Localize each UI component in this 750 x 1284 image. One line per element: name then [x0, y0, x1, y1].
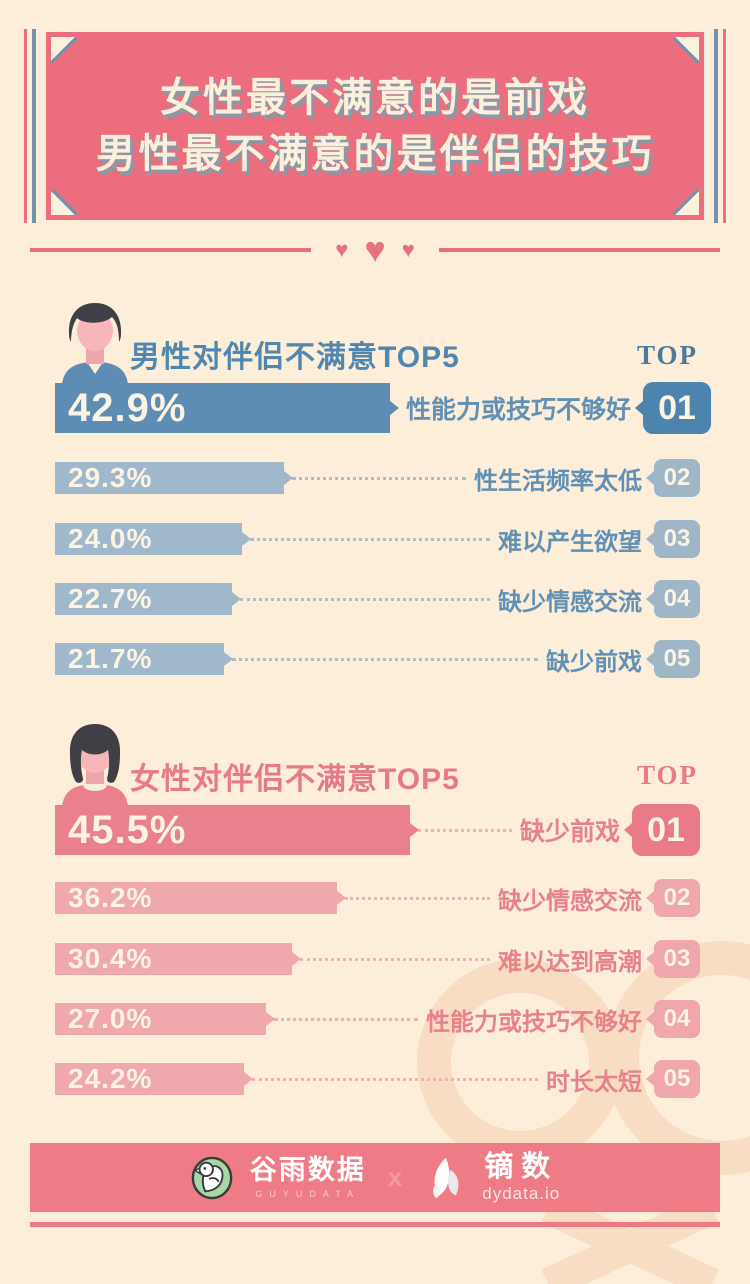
bar-label: 缺少情感交流: [498, 887, 642, 915]
percentage-value: 24.2%: [68, 1063, 153, 1094]
female-avatar-icon: [62, 724, 128, 806]
heart-icon: ♥: [401, 237, 415, 262]
percentage-bar: 24.0%: [55, 523, 242, 555]
bar-label: 难以产生欲望: [498, 528, 642, 556]
corner-fold-icon: [673, 189, 699, 215]
female-section-heading: 女性对伴侣不满意TOP5: [130, 763, 460, 796]
left-accent-line-blue: [32, 29, 36, 223]
dotted-leader: [274, 1017, 418, 1021]
percentage-bar: 29.3%: [55, 462, 284, 494]
bar-row: 24.2% 时长太短 05: [55, 1060, 700, 1098]
dotted-leader: [345, 896, 490, 900]
right-accent-line-blue: [714, 29, 718, 223]
left-accent-line-red: [24, 29, 27, 223]
divider-line: [30, 248, 312, 252]
percentage-value: 27.0%: [68, 1003, 153, 1034]
corner-fold-icon: [673, 37, 699, 63]
percentage-value: 24.0%: [68, 523, 153, 554]
heart-icon: ♥: [364, 229, 386, 270]
collab-x-separator: x: [387, 1162, 403, 1192]
corner-fold-icon: [51, 37, 77, 63]
percentage-value: 22.7%: [68, 583, 153, 614]
dotted-leader: [240, 597, 490, 601]
rank-badge: 01: [632, 804, 700, 856]
guyudata-bird-logo-icon: [191, 1156, 233, 1199]
female-top-label: TOP: [636, 760, 698, 790]
percentage-value: 36.2%: [68, 882, 153, 913]
hearts-divider: ♥ ♥ ♥: [30, 232, 720, 268]
bar-label: 缺少情感交流: [498, 588, 642, 616]
percentage-value: 30.4%: [68, 943, 153, 974]
right-accent-line-red: [723, 29, 726, 223]
percentage-bar: 22.7%: [55, 583, 232, 615]
guyudata-logo-text: 谷雨数据 GUYUDATA: [249, 1154, 366, 1199]
rank-badge: 04: [654, 580, 700, 618]
percentage-bar: 36.2%: [55, 882, 337, 914]
corner-fold-icon: [51, 189, 77, 215]
rank-badge: 04: [654, 1000, 700, 1038]
rank-badge: 02: [654, 879, 700, 917]
dotted-leader: [250, 537, 490, 541]
percentage-bar: 42.9%: [55, 383, 390, 433]
bar-row: 27.0% 性能力或技巧不够好 04: [55, 1000, 700, 1038]
male-section-heading: 男性对伴侣不满意TOP5: [130, 341, 460, 374]
dotted-leader: [232, 657, 538, 661]
footer-divider-line: [30, 1222, 720, 1227]
rank-badge: 05: [654, 1060, 700, 1098]
bar-row: 21.7% 缺少前戏 05: [55, 640, 700, 678]
rank-badge: 03: [654, 940, 700, 978]
bar-label: 性能力或技巧不够好: [406, 396, 632, 424]
rank-badge: 05: [654, 640, 700, 678]
hearts-decoration: ♥ ♥ ♥: [335, 232, 415, 268]
dydata-url: dydata.io: [482, 1184, 561, 1203]
bar-row: 29.3% 性生活频率太低 02: [55, 459, 700, 497]
bar-label: 难以达到高潮: [498, 948, 642, 976]
percentage-value: 45.5%: [68, 807, 187, 852]
guyudata-subtitle: GUYUDATA: [255, 1188, 361, 1199]
percentage-bar: 24.2%: [55, 1063, 244, 1095]
male-top-label: TOP: [636, 340, 698, 370]
percentage-bar: 27.0%: [55, 1003, 266, 1035]
bar-row: 36.2% 缺少情感交流 02: [55, 879, 700, 917]
bar-row: 42.9% 性能力或技巧不够好 01: [55, 382, 712, 434]
bar-label: 缺少前戏: [519, 818, 620, 846]
dotted-leader: [300, 957, 490, 961]
percentage-bar: 45.5%: [55, 805, 410, 855]
dydata-logo-text: 镝数 dydata.io: [482, 1151, 561, 1203]
percentage-value: 29.3%: [68, 462, 153, 493]
dotted-leader: [252, 1077, 538, 1081]
guyudata-name: 谷雨数据: [249, 1154, 366, 1185]
percentage-value: 21.7%: [68, 643, 153, 674]
bar-label: 性能力或技巧不够好: [426, 1008, 642, 1036]
male-avatar-icon: [62, 303, 128, 384]
bar-row: 24.0% 难以产生欲望 03: [55, 520, 700, 558]
bar-row: 30.4% 难以达到高潮 03: [55, 940, 700, 978]
rank-badge: 03: [654, 520, 700, 558]
percentage-bar: 21.7%: [55, 643, 224, 675]
bar-label: 性生活频率太低: [474, 467, 642, 495]
rank-badge: 01: [643, 382, 712, 434]
title-line-2: 男性最不满意的是伴侣的技巧: [95, 132, 655, 176]
rank-badge: 02: [654, 459, 700, 497]
bar-row: 22.7% 缺少情感交流 04: [55, 580, 700, 618]
percentage-value: 42.9%: [68, 385, 187, 430]
percentage-bar: 30.4%: [55, 943, 292, 975]
title-banner: 女性最不满意的是前戏 男性最不满意的是伴侣的技巧: [24, 29, 726, 223]
bar-label: 缺少前戏: [546, 648, 642, 676]
dotted-leader: [292, 476, 466, 480]
bar-label: 时长太短: [546, 1068, 642, 1096]
dotted-leader: [418, 828, 512, 832]
heart-icon: ♥: [335, 237, 349, 262]
dydata-petal-logo-icon: [433, 1157, 459, 1198]
footer-band: 谷雨数据 GUYUDATA x 镝数 dydata.io: [30, 1143, 720, 1212]
title-line-1: 女性最不满意的是前戏: [160, 76, 590, 120]
bar-row: 45.5% 缺少前戏 01: [55, 804, 700, 856]
dydata-name: 镝数: [484, 1151, 559, 1183]
divider-line: [438, 248, 720, 252]
